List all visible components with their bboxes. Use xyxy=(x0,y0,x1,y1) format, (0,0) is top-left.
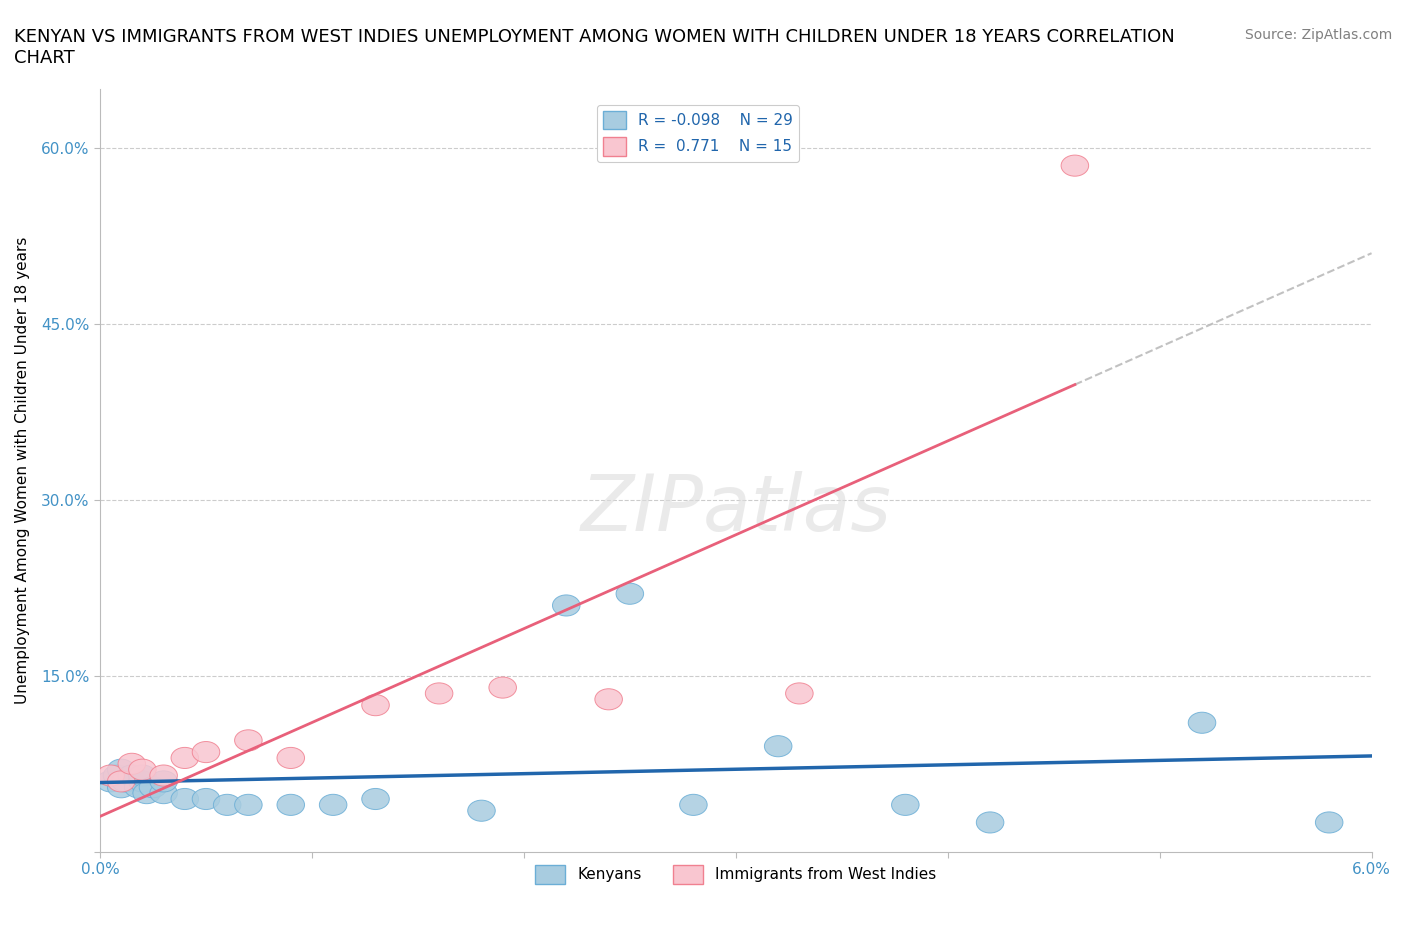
Ellipse shape xyxy=(150,771,177,792)
Ellipse shape xyxy=(1062,155,1088,176)
Ellipse shape xyxy=(128,771,156,792)
Text: KENYAN VS IMMIGRANTS FROM WEST INDIES UNEMPLOYMENT AMONG WOMEN WITH CHILDREN UND: KENYAN VS IMMIGRANTS FROM WEST INDIES UN… xyxy=(14,28,1175,67)
Ellipse shape xyxy=(616,583,644,604)
Ellipse shape xyxy=(134,782,160,804)
Ellipse shape xyxy=(128,759,156,780)
Ellipse shape xyxy=(124,777,152,798)
Legend: Kenyans, Immigrants from West Indies: Kenyans, Immigrants from West Indies xyxy=(529,859,943,890)
Ellipse shape xyxy=(765,736,792,757)
Ellipse shape xyxy=(235,794,262,816)
Ellipse shape xyxy=(277,794,305,816)
Ellipse shape xyxy=(107,777,135,798)
Ellipse shape xyxy=(97,765,124,786)
Ellipse shape xyxy=(891,794,920,816)
Ellipse shape xyxy=(97,771,124,792)
Ellipse shape xyxy=(214,794,240,816)
Ellipse shape xyxy=(139,777,167,798)
Ellipse shape xyxy=(319,794,347,816)
Ellipse shape xyxy=(277,748,305,768)
Ellipse shape xyxy=(118,753,146,775)
Ellipse shape xyxy=(679,794,707,816)
Ellipse shape xyxy=(426,683,453,704)
Ellipse shape xyxy=(595,689,623,710)
Y-axis label: Unemployment Among Women with Children Under 18 years: Unemployment Among Women with Children U… xyxy=(15,237,30,704)
Ellipse shape xyxy=(172,748,198,768)
Text: Source: ZipAtlas.com: Source: ZipAtlas.com xyxy=(1244,28,1392,42)
Ellipse shape xyxy=(193,741,219,763)
Ellipse shape xyxy=(235,730,262,751)
Ellipse shape xyxy=(489,677,516,698)
Ellipse shape xyxy=(193,789,219,809)
Ellipse shape xyxy=(103,765,131,786)
Ellipse shape xyxy=(553,595,581,616)
Ellipse shape xyxy=(128,765,156,786)
Ellipse shape xyxy=(111,771,139,792)
Ellipse shape xyxy=(976,812,1004,833)
Ellipse shape xyxy=(361,789,389,809)
Ellipse shape xyxy=(150,782,177,804)
Ellipse shape xyxy=(118,765,146,786)
Ellipse shape xyxy=(361,695,389,716)
Text: ZIPatlas: ZIPatlas xyxy=(581,471,891,547)
Ellipse shape xyxy=(786,683,813,704)
Ellipse shape xyxy=(107,771,135,792)
Ellipse shape xyxy=(1316,812,1343,833)
Ellipse shape xyxy=(172,789,198,809)
Ellipse shape xyxy=(468,800,495,821)
Ellipse shape xyxy=(1188,712,1216,734)
Ellipse shape xyxy=(150,765,177,786)
Ellipse shape xyxy=(107,759,135,780)
